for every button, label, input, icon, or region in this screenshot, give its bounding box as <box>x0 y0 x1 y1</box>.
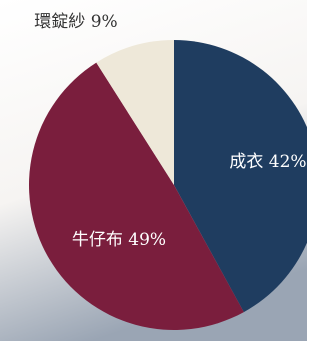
category-label: 牛仔布 <box>72 230 123 250</box>
chart: 成衣 42% 牛仔布 49% 環錠紗 9% <box>0 0 307 341</box>
slice-label: 環錠紗 9% <box>34 12 117 32</box>
category-label: 成衣 <box>229 152 263 172</box>
value-label: 49% <box>128 230 166 250</box>
value-label: 9% <box>91 12 118 32</box>
slice-label: 成衣 42% <box>229 152 306 172</box>
category-label: 環錠紗 <box>34 12 85 32</box>
value-label: 42% <box>269 152 307 172</box>
slice-label: 牛仔布 49% <box>72 230 166 250</box>
